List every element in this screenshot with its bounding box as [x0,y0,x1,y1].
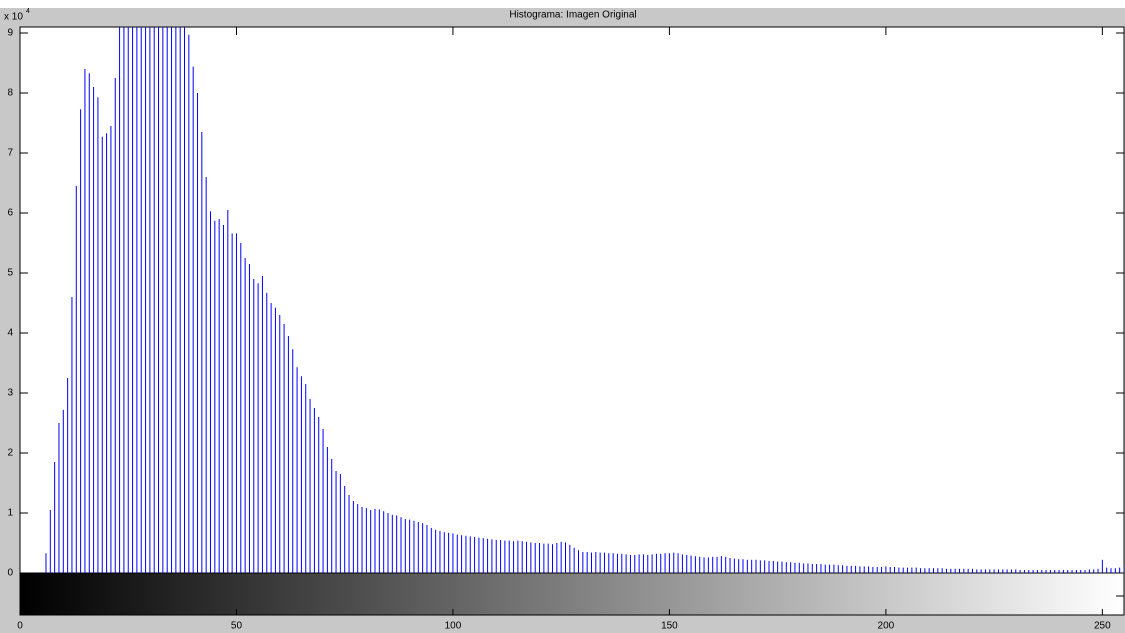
y-tick-label: 6 [7,208,13,219]
x-tick-label: 0 [17,621,23,632]
y-tick-label: 8 [7,88,13,99]
y-tick-label: 2 [7,448,13,459]
y-tick-label: 4 [7,328,13,339]
y-tick-label: 9 [7,28,13,39]
title-band [0,8,1125,27]
y-tick-label: 3 [7,388,13,399]
chart-title: Histograma: Imagen Original [509,10,636,21]
y-multiplier-exponent: 4 [26,8,30,15]
y-tick-label: 0 [7,568,13,579]
x-tick-label: 150 [661,621,678,632]
x-tick-label: 50 [231,621,243,632]
colorbar [19,572,1125,616]
stems [45,27,1124,573]
y-multiplier: x 10 [4,12,23,23]
y-tick-label: 1 [7,508,13,519]
plot-area [19,26,1125,574]
window-edge [0,0,1125,8]
x-tick-label: 100 [445,621,462,632]
x-tick-label: 250 [1094,621,1111,632]
x-tick-label: 200 [878,621,895,632]
y-tick-label: 5 [7,268,13,279]
y-tick-label: 7 [7,148,13,159]
